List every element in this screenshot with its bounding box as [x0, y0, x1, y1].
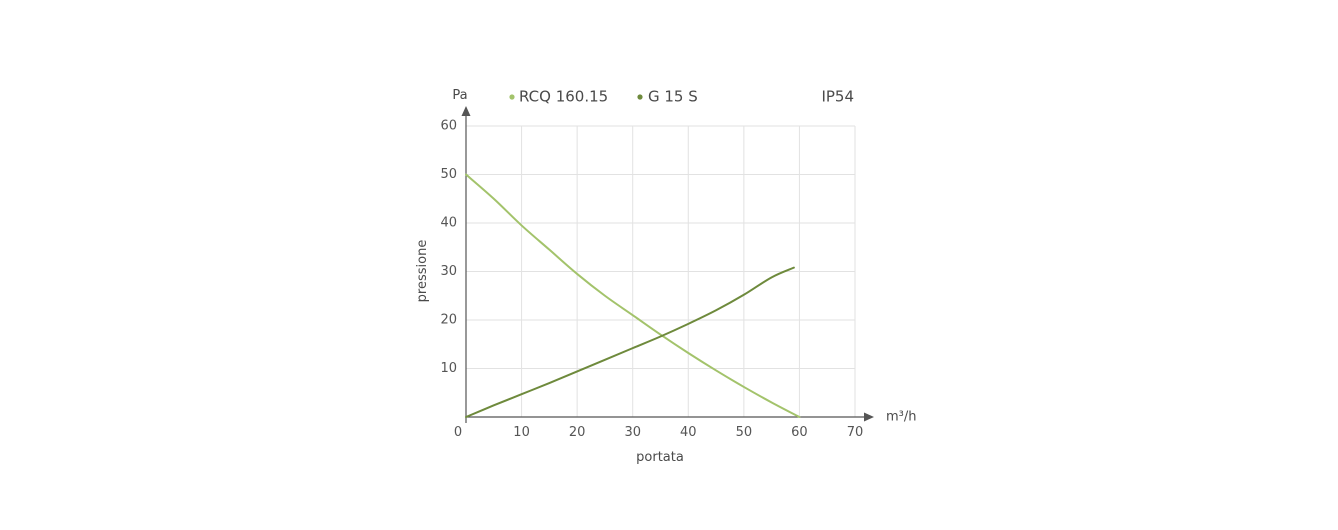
legend-marker-rcq [509, 94, 515, 100]
legend-label-g15s: G 15 S [648, 88, 698, 106]
y-tick-label: 30 [440, 264, 457, 279]
x-axis-arrow-icon [864, 412, 874, 422]
x-tick-label: 30 [624, 425, 641, 440]
legend: RCQ 160.15 G 15 S [509, 88, 698, 106]
y-tick-label: 20 [440, 313, 457, 328]
ip-rating-badge: IP54 [821, 88, 854, 106]
y-axis-title: pressione [415, 240, 430, 303]
series-lines [465, 173, 801, 418]
x-tick-label: 0 [454, 425, 462, 440]
x-tick-label: 20 [569, 425, 586, 440]
x-tick-label: 10 [513, 425, 530, 440]
x-unit-label: m³/h [886, 410, 917, 425]
y-axis-arrow-icon [461, 106, 471, 116]
x-tick-labels: 0 10 20 30 40 50 60 70 [454, 425, 863, 440]
y-tick-label: 60 [440, 119, 457, 134]
x-tick-label: 50 [736, 425, 753, 440]
x-tick-label: 40 [680, 425, 697, 440]
y-unit-label: Pa [452, 88, 467, 103]
y-tick-label: 50 [440, 167, 457, 182]
y-tick-label: 10 [440, 361, 457, 376]
x-tick-label: 70 [847, 425, 864, 440]
y-tick-labels: 10 20 30 40 50 60 [440, 119, 457, 377]
axes [461, 106, 874, 423]
legend-marker-g15s [637, 94, 643, 100]
series-line-g-15-s [465, 266, 795, 418]
legend-label-rcq: RCQ 160.15 [519, 88, 608, 106]
x-tick-label: 60 [791, 425, 808, 440]
x-axis-title: portata [636, 450, 684, 465]
grid [466, 125, 856, 417]
y-tick-label: 40 [440, 216, 457, 231]
series-line-rcq-160-15 [465, 173, 801, 418]
